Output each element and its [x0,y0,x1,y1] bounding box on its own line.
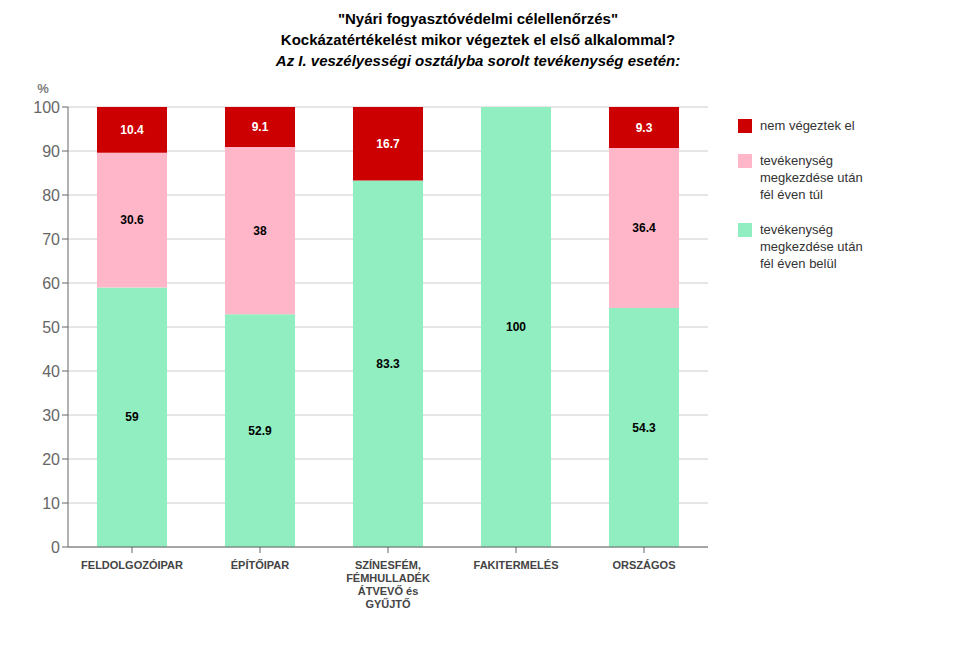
svg-text:83.3: 83.3 [376,357,400,371]
svg-text:FAKITERMELÉS: FAKITERMELÉS [474,559,559,571]
svg-text:80: 80 [42,187,60,204]
html-text:Az I. veszélyességi osztályba: Az I. veszélyességi osztályba sorolt tev… [275,52,681,69]
svg-text:9.1: 9.1 [252,120,269,134]
svg-text:50: 50 [42,319,60,336]
svg-text:10.4: 10.4 [120,123,144,137]
html-text:fél éven túl: fél éven túl [760,187,823,202]
svg-text:30.6: 30.6 [120,213,144,227]
svg-text:10: 10 [42,495,60,512]
html-text:tevékenység: tevékenység [760,153,833,168]
svg-text:70: 70 [42,231,60,248]
svg-text:16.7: 16.7 [376,137,400,151]
html-text:"Nyári fogyasztóvédelmi célell: "Nyári fogyasztóvédelmi célellenőrzés" [337,10,619,27]
html-text:fél éven belül: fél éven belül [760,256,837,271]
svg-text:%: % [37,81,49,96]
svg-text:52.9: 52.9 [248,424,272,438]
svg-text:9.3: 9.3 [636,121,653,135]
html-text:tevékenység: tevékenység [760,222,833,237]
svg-text:60: 60 [42,275,60,292]
svg-text:100: 100 [506,320,526,334]
svg-text:FELDOLGOZÓIPAR: FELDOLGOZÓIPAR [81,559,183,571]
html-text:megkezdése után: megkezdése után [760,239,863,254]
svg-text:100: 100 [33,99,60,116]
svg-text:ORSZÁGOS: ORSZÁGOS [613,559,676,571]
svg-text:ÉPÍTŐIPAR: ÉPÍTŐIPAR [231,559,290,571]
html-text:Kockázatértékelést mikor végez: Kockázatértékelést mikor végeztek el els… [280,31,676,48]
svg-text:38: 38 [253,224,267,238]
svg-text:20: 20 [42,451,60,468]
svg-text:90: 90 [42,143,60,160]
svg-text:59: 59 [125,410,139,424]
svg-text:0: 0 [51,539,60,556]
html-text:megkezdése után: megkezdése után [760,170,863,185]
svg-text:SZÍNESFÉM,FÉMHULLADÉKÁTVEVŐ és: SZÍNESFÉM,FÉMHULLADÉKÁTVEVŐ ésGYŰJTŐ [346,559,430,610]
html-text:nem végeztek el: nem végeztek el [760,118,855,133]
svg-text:40: 40 [42,363,60,380]
svg-text:30: 30 [42,407,60,424]
svg-text:36.4: 36.4 [632,221,656,235]
svg-text:54.3: 54.3 [632,421,656,435]
